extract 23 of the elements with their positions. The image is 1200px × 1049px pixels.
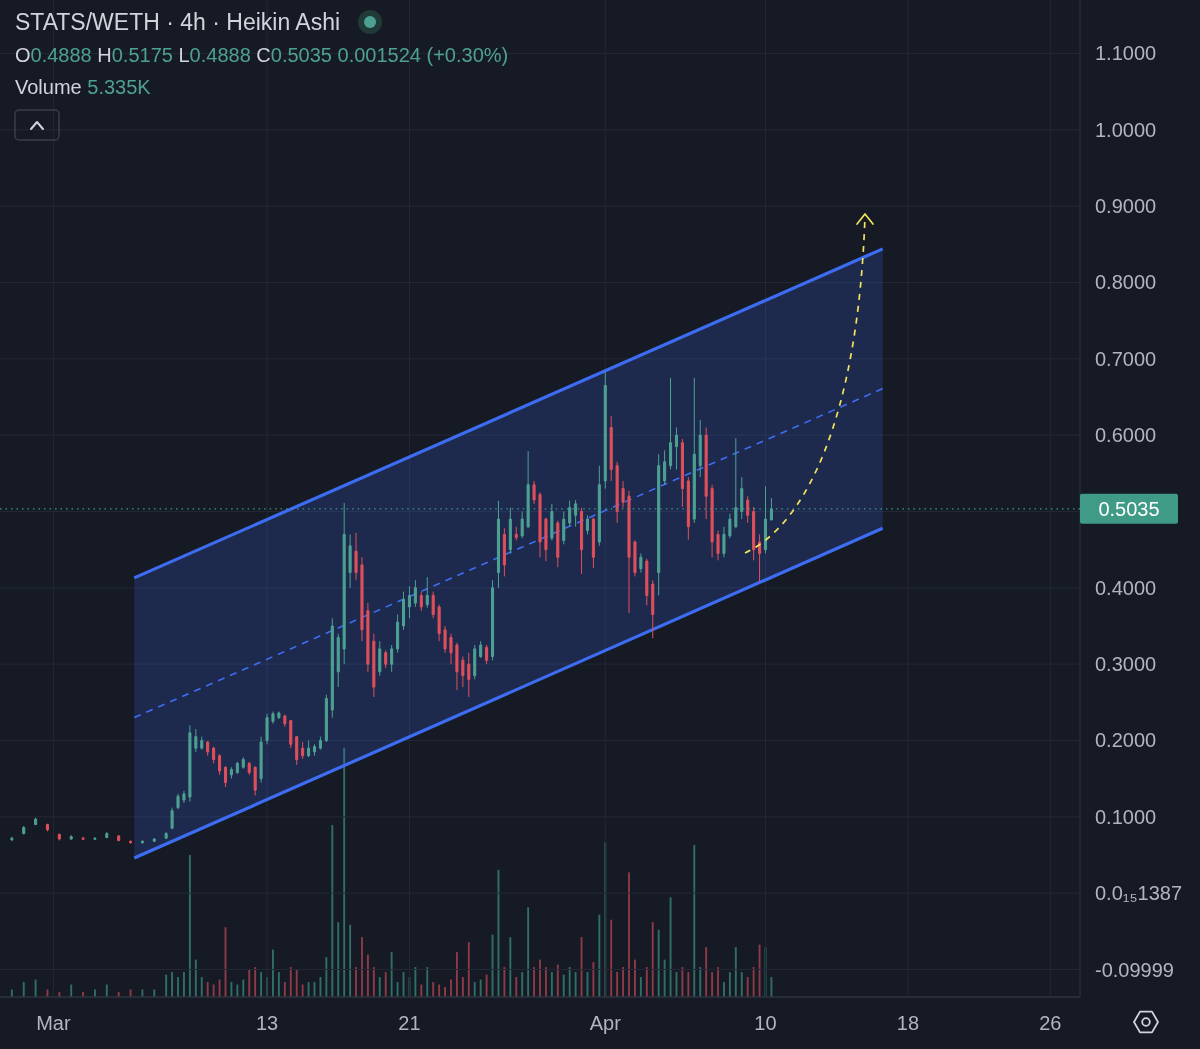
ref-line-label: 0.5035 — [1098, 497, 1160, 520]
x-tick-label: 21 — [398, 1012, 421, 1034]
x-tick-label: 18 — [896, 1012, 920, 1034]
annotation: Volume 5.335K — [15, 76, 152, 98]
y-tick-label: 0.6000 — [1095, 424, 1157, 447]
text: O0.4888 H0.5175 L0.4888 C0.5035 0.001524 (+0.30%) — [15, 44, 509, 66]
x-tick-label: 10 — [754, 1012, 777, 1034]
y-tick-label: 1.1000 — [1095, 42, 1157, 65]
y-tick-label: 0.0₁₅1387 — [1095, 882, 1183, 905]
x-tick-label: Apr — [589, 1012, 622, 1034]
y-tick-label: 0.8000 — [1095, 271, 1157, 294]
y-tick-label: 0.7000 — [1095, 347, 1157, 370]
x-tick-label: 26 — [1039, 1012, 1062, 1034]
y-tick-label: 0.3000 — [1095, 653, 1157, 676]
y-tick-label: 0.9000 — [1095, 195, 1157, 218]
y-tick-label: 0.4000 — [1095, 576, 1157, 599]
y-tick-label: 0.1000 — [1095, 805, 1157, 828]
chart-title: STATS/WETH · 4h · Heikin Ashi — [15, 9, 341, 35]
y-tick-label: -0.09999 — [1095, 958, 1174, 981]
x-tick-label: 13 — [255, 1012, 279, 1034]
y-tick-label: 0.2000 — [1095, 729, 1157, 752]
x-tick-label: Mar — [36, 1012, 71, 1034]
y-tick-label: 1.0000 — [1095, 118, 1157, 141]
